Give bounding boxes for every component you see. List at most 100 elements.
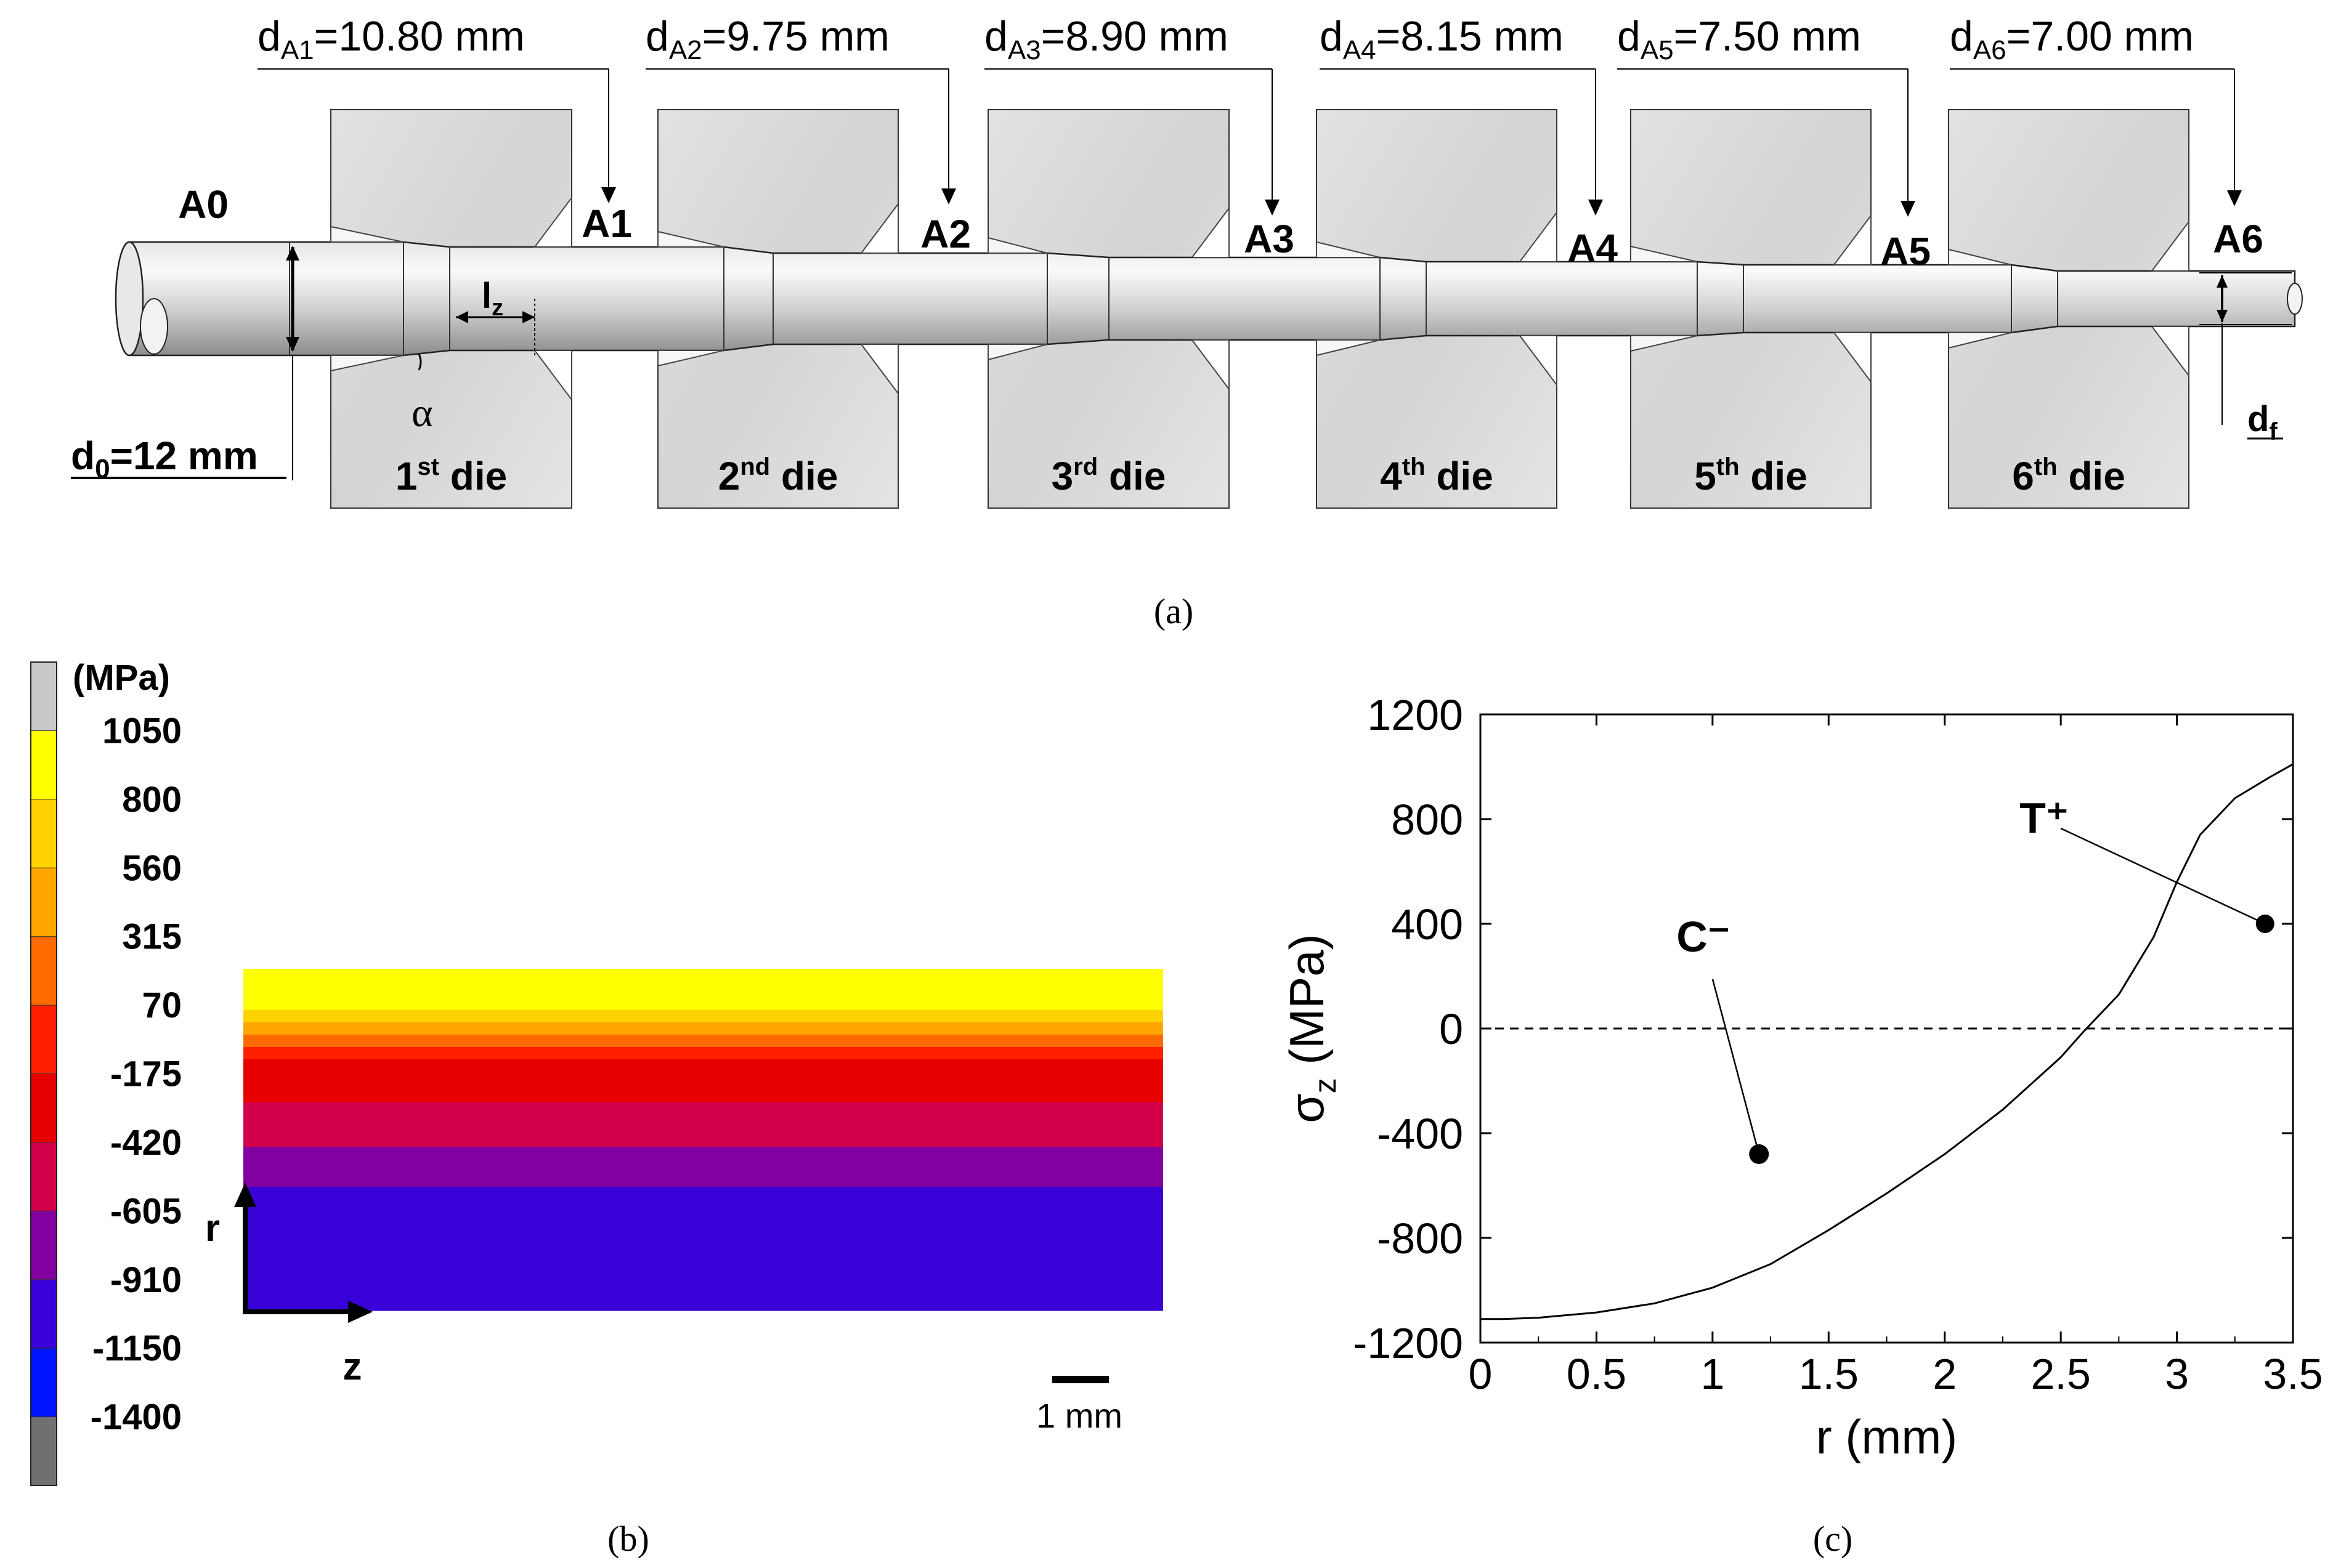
contour-band bbox=[243, 1010, 1163, 1023]
contour-band bbox=[243, 1022, 1163, 1035]
die-label-5-number: 5 bbox=[1694, 454, 1716, 498]
die-label-3-number: 3 bbox=[1052, 454, 1074, 498]
legend-value: -420 bbox=[110, 1123, 182, 1163]
legend-swatch bbox=[30, 936, 57, 1006]
die-label-6-word: die bbox=[2058, 454, 2125, 498]
die-label-4-word: die bbox=[1426, 454, 1493, 498]
df-arrowhead bbox=[2217, 310, 2228, 322]
position-label-A2: A2 bbox=[920, 212, 971, 256]
y-axis-label-sub: z bbox=[1308, 1078, 1342, 1093]
contour-band bbox=[243, 1187, 1163, 1311]
lz-arrowhead bbox=[456, 311, 468, 323]
legend-swatch bbox=[30, 661, 57, 732]
legend-swatch bbox=[30, 1210, 57, 1280]
diameter-callout-A3: dA3=8.90 mm bbox=[984, 13, 1228, 65]
panel-b-caption: (b) bbox=[607, 1519, 649, 1559]
annotation-tension: T⁺ bbox=[2019, 794, 2069, 842]
diameter-callout-A2-sub: A2 bbox=[669, 35, 702, 65]
diameter-callout-A1: dA1=10.80 mm bbox=[258, 13, 525, 65]
position-label-A4: A4 bbox=[1567, 226, 1618, 270]
rod-cut-face bbox=[140, 298, 168, 355]
diameter-callout-A4-sub: A4 bbox=[1343, 35, 1376, 65]
legend-swatch bbox=[30, 799, 57, 869]
r-axis-label: r bbox=[205, 1207, 220, 1250]
legend-value: 800 bbox=[122, 780, 182, 820]
callout-arrowhead bbox=[1588, 200, 1603, 216]
callout-arrowhead bbox=[2227, 190, 2242, 206]
contour-band bbox=[243, 1035, 1163, 1048]
y-tick-label: -800 bbox=[1377, 1214, 1463, 1263]
callout-arrowhead bbox=[601, 187, 616, 203]
die-cone-top bbox=[1948, 248, 2012, 265]
y-axis-label-unit: (MPa) bbox=[1280, 934, 1334, 1078]
panel-c-stress-chart: 0 0.5 1 1.5 2 2.5 3 3.5 -1200 -800 -400 0 400 800 1200… bbox=[1280, 691, 2323, 1464]
diameter-callout-A1-value: =10.80 mm bbox=[314, 13, 525, 60]
scale-bar-label: 1 mm bbox=[1036, 1396, 1122, 1435]
die-label-5: 5th die bbox=[1694, 453, 1807, 498]
x-tick-label: 2 bbox=[1933, 1350, 1957, 1398]
die-exit-bottom bbox=[1519, 335, 1557, 387]
die-label-1: 1st die bbox=[396, 453, 507, 498]
die-exit-bottom bbox=[860, 344, 899, 395]
die-label-2-word: die bbox=[770, 454, 838, 498]
x-tick-label: 1 bbox=[1700, 1350, 1724, 1398]
diameter-callout-A5-symbol: d bbox=[1617, 13, 1641, 60]
diameter-callout-A6-symbol: d bbox=[1950, 13, 1973, 60]
die-label-6-sup: th bbox=[2034, 453, 2058, 480]
die-cone-top bbox=[657, 230, 724, 248]
legend-bar-frame bbox=[30, 661, 57, 1486]
d0-label-value: =12 mm bbox=[110, 434, 258, 478]
panel-c-caption: (c) bbox=[1813, 1519, 1852, 1559]
lz-label-sub: z bbox=[492, 295, 503, 321]
z-axis-label: z bbox=[343, 1346, 362, 1388]
die-label-3-sup: rd bbox=[1073, 453, 1098, 480]
die-cone-bottom bbox=[657, 350, 724, 367]
legend-value: 315 bbox=[122, 917, 182, 957]
diameter-callout-A5-value: =7.50 mm bbox=[1674, 13, 1861, 60]
legend-swatch bbox=[30, 1073, 57, 1143]
die-label-2-number: 2 bbox=[718, 454, 740, 498]
die-exit-top bbox=[860, 202, 899, 254]
legend-swatch bbox=[30, 867, 57, 937]
contour-band bbox=[243, 1047, 1163, 1060]
diameter-callout-A1-sub: A1 bbox=[281, 35, 314, 65]
die-exit-bottom bbox=[1833, 332, 1872, 384]
r-axis-arrowhead bbox=[234, 1182, 256, 1207]
df-label-sub: f bbox=[2269, 418, 2278, 445]
diameter-callout-A3-value: =8.90 mm bbox=[1041, 13, 1228, 60]
drawn-wire-rod bbox=[128, 241, 2296, 357]
annotation-compression: C⁻ bbox=[1676, 913, 1730, 961]
rod-end-face bbox=[2287, 283, 2303, 315]
x-tick-label: 0 bbox=[1469, 1350, 1493, 1398]
legend-value: -605 bbox=[110, 1191, 182, 1231]
diameter-callout-A2-value: =9.75 mm bbox=[702, 13, 890, 60]
x-tick-label: 3.5 bbox=[2263, 1350, 2323, 1398]
contour-band bbox=[243, 1102, 1163, 1147]
die-cone-top bbox=[1630, 245, 1698, 262]
alpha-label: α bbox=[412, 390, 433, 435]
die-label-4-sup: th bbox=[1402, 453, 1426, 480]
die-cone-bottom bbox=[988, 344, 1048, 361]
df-label-symbol: d bbox=[2247, 399, 2269, 439]
die-exit-top bbox=[1519, 211, 1557, 262]
legend-unit: (MPa) bbox=[73, 658, 170, 698]
lz-arrowhead bbox=[522, 311, 535, 323]
annotation-leader-tension bbox=[2060, 827, 2266, 925]
rod-start-end bbox=[115, 241, 144, 357]
die-cone-bottom bbox=[1316, 339, 1381, 357]
diameter-callout-A3-symbol: d bbox=[984, 13, 1008, 60]
legend-swatch bbox=[30, 1142, 57, 1212]
position-label-A6: A6 bbox=[2213, 217, 2263, 261]
position-label-A3: A3 bbox=[1244, 217, 1294, 261]
annotation-point-tension bbox=[2255, 915, 2274, 933]
die-label-4-number: 4 bbox=[1380, 454, 1402, 498]
die-label-5-sup: th bbox=[1716, 453, 1740, 480]
die-label-1-word: die bbox=[439, 454, 507, 498]
x-tick-label: 3 bbox=[2165, 1350, 2189, 1398]
d0-label-symbol: d bbox=[71, 434, 95, 478]
y-tick-label: 800 bbox=[1391, 796, 1463, 844]
die-label-1-number: 1 bbox=[396, 454, 418, 498]
annotation-leader-compression bbox=[1711, 979, 1760, 1155]
die-label-3-word: die bbox=[1098, 454, 1166, 498]
